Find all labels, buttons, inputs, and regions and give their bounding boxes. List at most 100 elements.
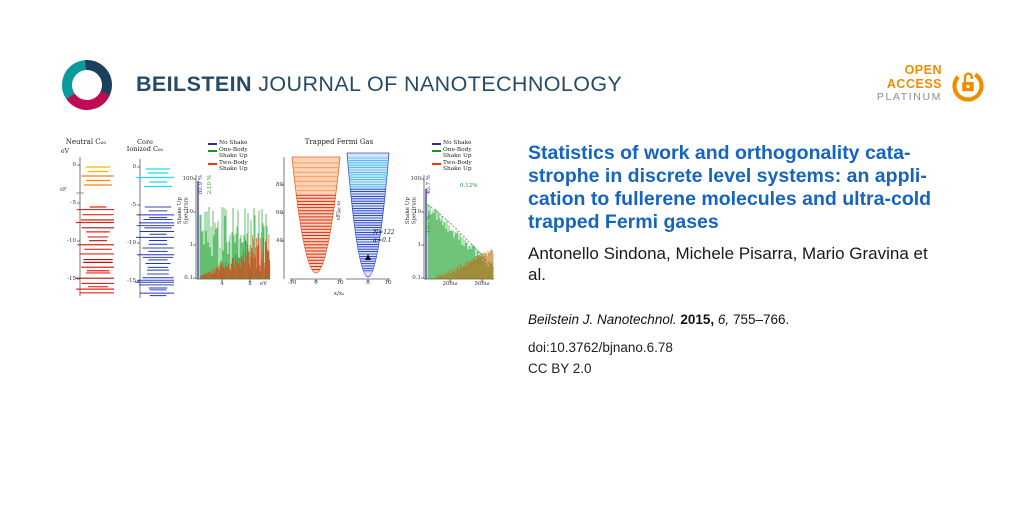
- article-authors: Antonello Sindona, Michele Pisarra, Mari…: [528, 243, 990, 285]
- brand-journal-name: JOURNAL OF NANOTECHNOLOGY: [251, 72, 623, 96]
- legend-key-two-body: [208, 163, 217, 165]
- y-tick: 40: [276, 238, 283, 244]
- access-label: ACCESS: [886, 76, 942, 91]
- x-tick: 50ℏω: [474, 281, 490, 287]
- legend-key-two-body: [432, 163, 441, 165]
- panel-trapped-fermi-gas: Trapped Fermi Gas 80 60 40 εF/ℏω -10 0 1…: [276, 138, 402, 307]
- y-axis-unit-ev: eV: [61, 148, 69, 155]
- x-tick: 4: [220, 281, 224, 287]
- trap-potential-chart: [281, 152, 390, 282]
- authors-line: Antonello Sindona, Michele Pisarra, Mari…: [528, 244, 928, 263]
- y-tick: 0: [72, 162, 77, 168]
- x-axis-unit-ev: eV: [260, 281, 268, 287]
- legend-key-one-body: [432, 150, 441, 152]
- ionized-energy-levels-chart: [135, 159, 174, 298]
- citation-year: 2015,: [680, 312, 715, 327]
- panel-molecule-spectrum: No Shake One-Body Shake Up Two-Body Shak…: [176, 139, 273, 307]
- panel-trap-title: Trapped Fermi Gas: [304, 138, 374, 146]
- authors-line: al.: [528, 265, 546, 284]
- x-tick: -10: [287, 280, 297, 286]
- license: CC BY 2.0: [528, 361, 592, 376]
- y-axis-label-shake-up-spectrum: Shake Up Spectrum: [177, 197, 190, 225]
- legend-label: Two-Body Shake Up: [219, 160, 248, 173]
- legend-item-two-body: Two-Body Shake Up: [208, 160, 248, 172]
- article-summary: Statistics of work and orthogonality cat…: [528, 142, 990, 376]
- brand-beilstein: BEILSTEIN: [136, 72, 252, 96]
- weight-tail: 0.12%: [460, 183, 478, 189]
- x-tick: 8: [248, 281, 252, 287]
- title-line: strophe in discrete level systems: an ap…: [528, 165, 927, 187]
- citation-pages: 755–766.: [732, 312, 790, 327]
- panel-neutral-title: Neutral C₆₀: [65, 138, 107, 146]
- legend-item-one-body: One-Body Shake Up: [432, 147, 472, 159]
- legend-item-no-shake: No Shake: [208, 140, 248, 146]
- title-line: Statistics of work and orthogonality cat…: [528, 142, 911, 164]
- legend-label: One-Body Shake Up: [219, 147, 248, 160]
- y-tick: -5: [70, 200, 76, 206]
- legend-key-one-body: [208, 150, 217, 152]
- article-title[interactable]: Statistics of work and orthogonality cat…: [528, 142, 990, 234]
- panel-neutral-c60: Neutral C₆₀ eV 0 -5 -10 -15 εF: [58, 138, 114, 307]
- x-tick: 10: [336, 280, 344, 286]
- y-tick: -5: [130, 202, 136, 208]
- x-tick: 10: [384, 280, 392, 286]
- panel-ionized-title: Core Ionized C₆₀: [126, 138, 164, 154]
- y-tick: 0.1: [412, 275, 421, 281]
- x-tick: 20ℏω: [442, 281, 458, 287]
- legend-key-no-shake: [208, 143, 217, 145]
- x-tick: 0: [366, 280, 370, 286]
- beilstein-logo: [61, 60, 112, 110]
- citation-journal: Beilstein J. Nanotechnol.: [528, 312, 677, 327]
- y-tick: -15: [127, 278, 136, 284]
- neutral-energy-levels-chart: [75, 157, 114, 296]
- y-tick: 1: [417, 242, 422, 248]
- legend-item-no-shake: No Shake: [432, 140, 472, 146]
- y-tick: -15: [67, 276, 76, 282]
- param-alpha: α=0.1: [373, 236, 392, 244]
- legend-key-no-shake: [432, 143, 441, 145]
- y-axis-label-shake-up-spectrum: Shake Up Spectrum: [405, 197, 418, 225]
- open-access-lock-icon: [952, 70, 984, 102]
- y-tick: -10: [67, 238, 76, 244]
- y-tick: 80: [276, 182, 283, 188]
- weight-no-shake: 80.9 %: [198, 175, 204, 195]
- doi: doi:10.3762/bjnano.6.78: [528, 340, 673, 355]
- platinum-label: PLATINUM: [876, 91, 942, 103]
- x-tick: 0: [314, 280, 318, 286]
- weight-one-body: 3.07 %: [426, 215, 432, 235]
- y-tick: 100: [182, 176, 194, 182]
- panel-core-ionized-c60: Core Ionized C₆₀ 0 -5 -10 -15: [116, 138, 174, 307]
- y-tick: 10: [414, 209, 421, 215]
- title-line: cation to fullerene molecules and ultra-…: [528, 188, 932, 210]
- molecule-spectrum-chart: [193, 175, 271, 282]
- gas-spectrum-chart: [421, 175, 495, 282]
- legend-label: No Shake: [443, 140, 472, 146]
- weight-no-shake: 40.7 %: [426, 175, 432, 195]
- y-axis-label-fermi: εF/ℏω: [336, 201, 342, 221]
- legend-item-one-body: One-Body Shake Up: [208, 147, 248, 159]
- panel-gas-spectrum: No Shake One-Body Shake Up Two-Body Shak…: [404, 139, 498, 307]
- weight-one-body: 2.10 %: [207, 175, 213, 195]
- legend-label: Two-Body Shake Up: [443, 160, 472, 173]
- journal-brand-title: BEILSTEIN JOURNAL OF NANOTECHNOLOGY: [136, 72, 622, 97]
- y-tick: -10: [127, 240, 136, 246]
- citation-volume: 6,: [717, 312, 730, 327]
- legend: No Shake One-Body Shake Up Two-Body Shak…: [432, 140, 472, 173]
- legend-label: One-Body Shake Up: [443, 147, 472, 160]
- y-tick: 10: [186, 209, 193, 215]
- open-label: OPEN: [904, 63, 942, 77]
- y-tick: 0.1: [184, 275, 193, 281]
- param-n: N=122: [373, 229, 395, 236]
- y-tick: 60: [276, 210, 283, 216]
- y-tick: 0: [132, 164, 137, 170]
- legend: No Shake One-Body Shake Up Two-Body Shak…: [208, 140, 248, 173]
- x-axis-label: x/x₀: [333, 291, 345, 297]
- trap-parameters: N=122 α=0.1: [373, 229, 395, 244]
- legend-label: No Shake: [219, 140, 248, 146]
- open-access-badge: OPEN ACCESS PLATINUM: [876, 63, 986, 103]
- open-access-label: OPEN ACCESS PLATINUM: [876, 63, 942, 103]
- y-tick: 1: [189, 242, 194, 248]
- y-tick: 100: [410, 176, 422, 182]
- legend-item-two-body: Two-Body Shake Up: [432, 160, 472, 172]
